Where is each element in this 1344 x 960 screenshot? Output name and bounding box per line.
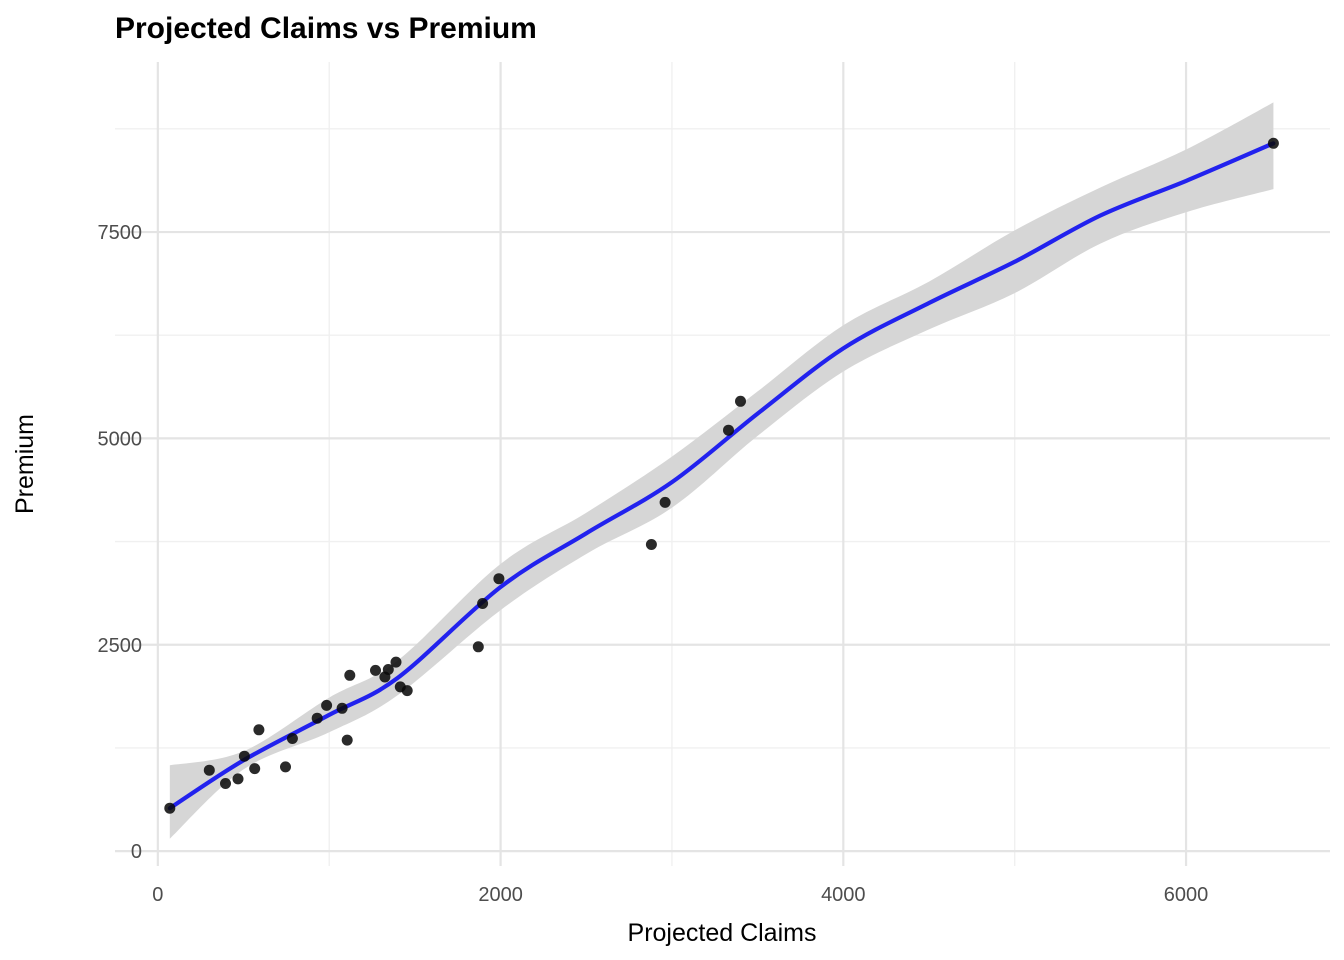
data-points — [164, 137, 1279, 814]
data-point — [645, 539, 657, 550]
data-point — [203, 764, 215, 776]
data-point — [311, 712, 323, 724]
x-tick-label: 0 — [152, 884, 163, 906]
data-point — [1267, 137, 1279, 149]
y-tick-label: 0 — [131, 841, 142, 863]
data-point — [321, 699, 333, 711]
data-point — [341, 734, 353, 746]
y-tick-label: 5000 — [98, 428, 143, 450]
data-point — [472, 641, 484, 653]
x-tick-label: 4000 — [821, 884, 866, 906]
data-point — [493, 573, 505, 585]
data-point — [336, 702, 348, 714]
data-point — [164, 802, 176, 814]
data-point — [232, 773, 244, 785]
data-point — [390, 656, 402, 668]
y-axis-tick-labels: 0 2500 5000 7500 — [98, 222, 143, 863]
y-axis-title: Premium — [11, 414, 39, 514]
data-point — [370, 664, 381, 676]
data-point — [220, 778, 231, 789]
x-tick-label: 2000 — [478, 884, 523, 906]
data-point — [253, 724, 265, 736]
chart-title: Projected Claims vs Premium — [115, 12, 537, 45]
x-axis-tick-labels: 0 2000 4000 6000 — [152, 884, 1208, 906]
data-point — [238, 750, 250, 762]
data-point — [659, 496, 671, 508]
data-point — [249, 763, 261, 775]
data-point — [735, 395, 746, 407]
data-point — [286, 733, 298, 744]
data-point — [723, 424, 734, 436]
data-point — [477, 598, 489, 609]
data-point — [280, 761, 291, 773]
data-point — [344, 669, 356, 681]
minor-gridlines — [115, 62, 1330, 866]
x-axis-title: Projected Claims — [628, 919, 817, 947]
data-point — [382, 664, 394, 675]
y-tick-label: 2500 — [98, 635, 143, 657]
data-point — [401, 685, 413, 697]
confidence-band — [169, 102, 1274, 839]
x-tick-label: 6000 — [1164, 884, 1209, 906]
y-tick-label: 7500 — [98, 222, 143, 244]
